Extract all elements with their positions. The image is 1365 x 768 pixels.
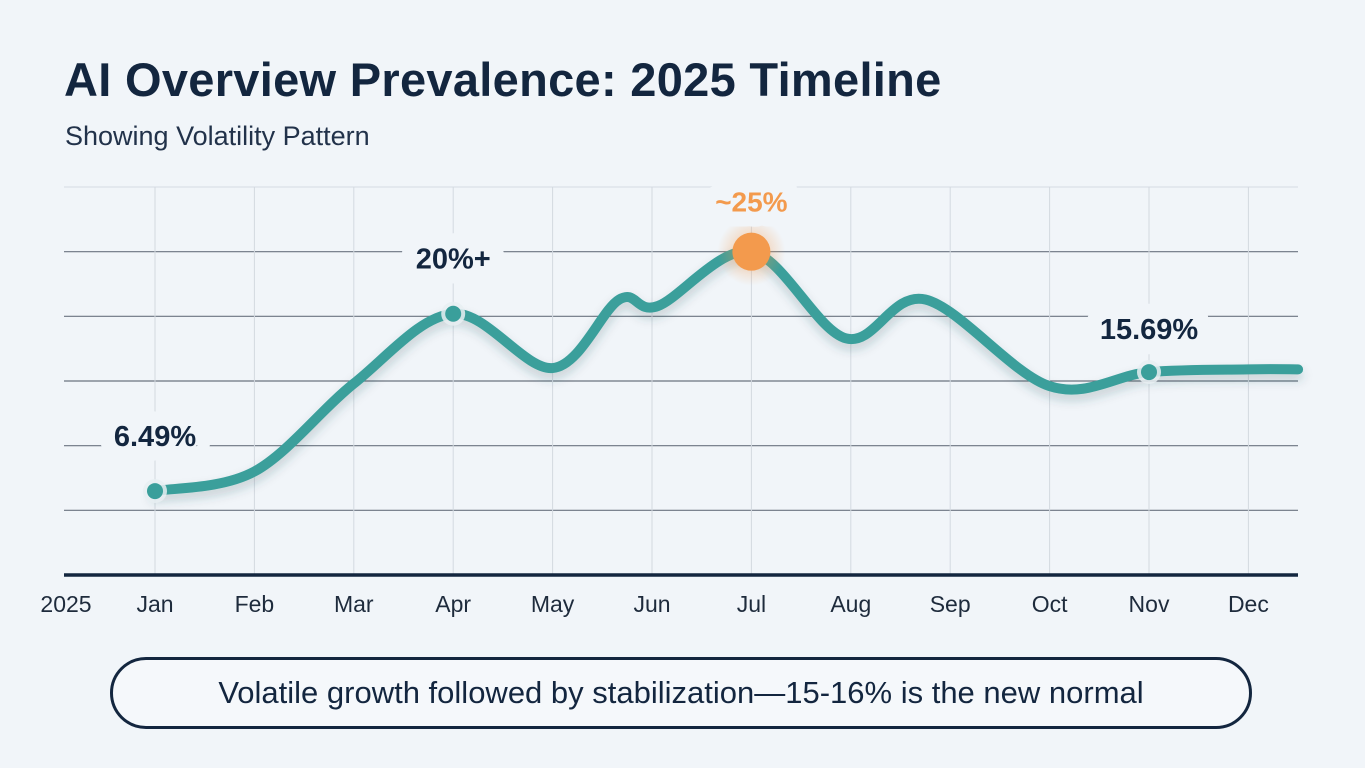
data-label: ~25%	[715, 187, 787, 218]
data-point	[147, 483, 163, 500]
data-point	[445, 305, 462, 322]
x-tick-label: Jul	[737, 591, 766, 617]
peak-point	[732, 232, 771, 271]
line-chart: Jan Feb Mar Apr May Jun Jul Aug Sep Oct Nov Dec 2025…	[40, 186, 1304, 617]
data-label: 20%+	[416, 244, 491, 276]
x-tick-label: Mar	[334, 591, 374, 617]
x-tick-label: Jun	[633, 591, 670, 617]
x-tick-label: Oct	[1032, 591, 1068, 617]
data-label: 15.69%	[1100, 314, 1199, 346]
data-label: 6.49%	[114, 421, 196, 453]
chart-title: AI Overview Prevalence: 2025 Timeline	[64, 53, 942, 106]
x-tick-label: Nov	[1129, 591, 1170, 617]
year-label: 2025	[40, 591, 91, 617]
series-line	[150, 246, 1304, 497]
x-tick-label: Sep	[930, 591, 971, 617]
x-tick-label: Aug	[830, 591, 871, 617]
data-point	[1141, 364, 1157, 381]
x-tick-label: Dec	[1228, 591, 1269, 617]
x-tick-label: Apr	[435, 591, 471, 617]
chart-subtitle: Showing Volatility Pattern	[65, 121, 370, 151]
x-tick-label: May	[531, 591, 575, 617]
x-tick-label: Feb	[235, 591, 275, 617]
x-tick-label: Jan	[136, 591, 173, 617]
summary-callout: Volatile growth followed by stabilizatio…	[110, 657, 1252, 729]
